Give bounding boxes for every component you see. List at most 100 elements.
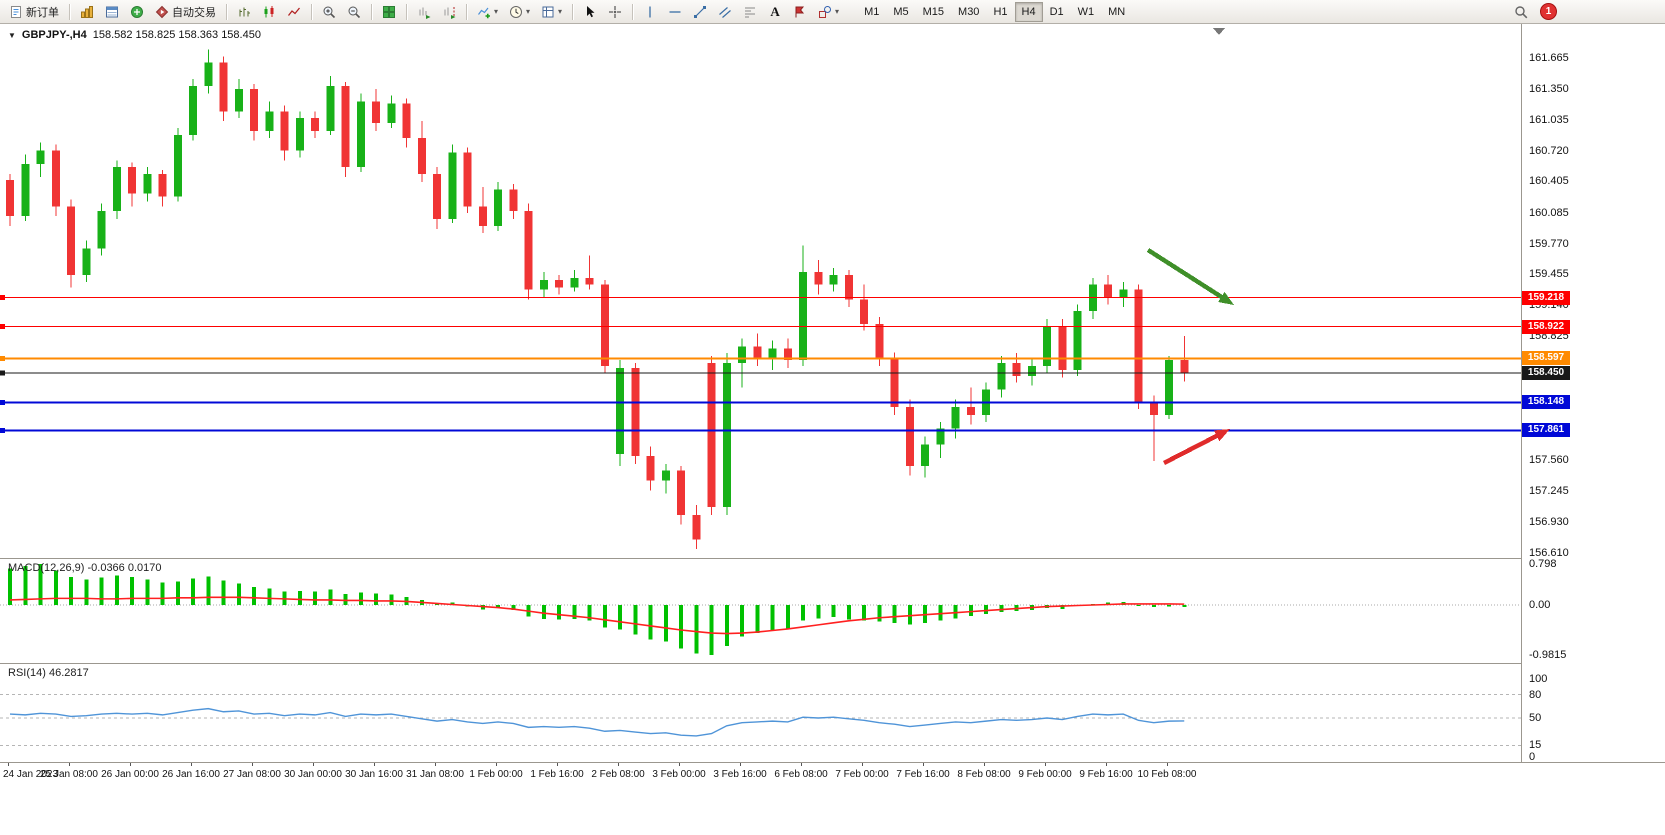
rsi-scale-label: 15	[1529, 739, 1542, 752]
indicators-button[interactable]: ▾	[472, 2, 503, 22]
candle-body	[494, 189, 502, 226]
fibonacci-button[interactable]	[738, 2, 762, 22]
indicators-icon	[478, 7, 490, 18]
time-tick	[130, 763, 131, 766]
macd-histogram-bar	[785, 605, 790, 629]
symbols-button[interactable]	[75, 2, 99, 22]
macd-histogram-bar	[145, 579, 150, 605]
candle-body	[463, 152, 472, 207]
candle-body	[966, 407, 975, 415]
window-menu-icon[interactable]: ▼	[8, 30, 16, 40]
crosshair-button[interactable]	[603, 2, 627, 22]
macd-histogram-bar	[297, 591, 302, 605]
time-tick	[1167, 763, 1168, 766]
time-tick	[862, 763, 863, 766]
text-button[interactable]: A	[763, 2, 787, 22]
periods-button[interactable]: ▾	[504, 2, 535, 22]
line-chart-button[interactable]	[282, 2, 306, 22]
candle-body	[707, 363, 716, 507]
timeframe-button-m5[interactable]: M5	[886, 2, 915, 22]
candle-body	[402, 103, 411, 138]
timeframe-button-h1[interactable]: H1	[986, 2, 1014, 22]
macd-histogram-bar	[907, 605, 912, 625]
label-icon	[795, 6, 805, 17]
channel-button[interactable]	[713, 2, 737, 22]
macd-histogram-bar	[53, 570, 58, 605]
toolbar-right-group: 1	[1509, 2, 1557, 22]
vertical-line-button[interactable]	[638, 2, 662, 22]
timeframe-button-h4[interactable]: H4	[1014, 1, 1043, 22]
candle-body	[875, 323, 884, 359]
horizontal-line-button[interactable]	[663, 2, 687, 22]
search-icon	[1515, 5, 1528, 18]
zoom-in-button[interactable]	[317, 2, 341, 22]
price-chart-canvas[interactable]	[0, 24, 1521, 558]
macd-histogram-bar	[877, 605, 882, 622]
search-button[interactable]	[1509, 2, 1533, 22]
macd-histogram-bar	[968, 605, 973, 617]
line-left-marker	[0, 399, 5, 405]
candle-body	[555, 279, 563, 288]
candle-body	[738, 346, 746, 364]
candle-body	[204, 62, 213, 86]
market-watch-icon	[106, 6, 118, 17]
notification-badge[interactable]: 1	[1540, 3, 1557, 20]
time-tick	[374, 763, 375, 766]
price-scale-label: 161.035	[1529, 113, 1569, 126]
panel-separator[interactable]	[0, 663, 1665, 664]
macd-panel-canvas[interactable]	[0, 559, 1521, 663]
price-axis[interactable]: 161.665 161.350 161.035 160.720 160.405 160.0…	[1522, 24, 1665, 763]
templates-button[interactable]: ▾	[536, 2, 567, 22]
candle-body	[433, 174, 441, 220]
chart-shift-button[interactable]	[437, 2, 461, 22]
chart-shift-marker[interactable]	[1213, 28, 1225, 35]
green-arrow[interactable]	[1146, 248, 1223, 299]
candle-body	[1119, 289, 1128, 298]
candle-body	[311, 118, 319, 131]
candle-body	[143, 174, 152, 194]
time-axis[interactable]: 24 Jan 2023 25 Jan 08:00 26 Jan 00:00 26 Ja…	[0, 763, 1521, 787]
shapes-button[interactable]: ▾	[813, 2, 844, 22]
main-toolbar: 新订单 自动交易	[0, 0, 1665, 24]
candle-body	[585, 277, 594, 285]
line-chart-icon	[287, 7, 301, 16]
timeframe-button-mn[interactable]: MN	[1101, 2, 1132, 22]
timeframe-button-m15[interactable]: M15	[916, 2, 951, 22]
time-axis-label: 24 Jan 2023	[3, 769, 59, 780]
trendline-button[interactable]	[688, 2, 712, 22]
timeframe-button-m1[interactable]: M1	[857, 2, 886, 22]
macd-values: -0.0366 0.0170	[87, 562, 162, 574]
tile-windows-button[interactable]	[377, 2, 401, 22]
navigator-button[interactable]	[125, 2, 149, 22]
candlestick-button[interactable]	[257, 2, 281, 22]
auto-trading-label: 自动交易	[172, 6, 216, 19]
panel-separator[interactable]	[0, 762, 1665, 763]
toolbar-separator	[311, 3, 312, 20]
cursor-button[interactable]	[578, 2, 602, 22]
candle-body	[646, 456, 655, 481]
macd-histogram-bar	[755, 605, 760, 634]
new-order-button[interactable]: 新订单	[4, 2, 64, 22]
market-watch-button[interactable]	[100, 2, 124, 22]
price-scale-label: 160.720	[1529, 144, 1569, 157]
zoom-out-button[interactable]	[342, 2, 366, 22]
new-order-icon	[11, 5, 21, 18]
timeframe-button-m30[interactable]: M30	[951, 2, 986, 22]
macd-histogram-bar	[846, 605, 851, 620]
bar-chart-button[interactable]	[232, 2, 256, 22]
auto-trading-icon	[155, 5, 169, 18]
label-button[interactable]	[788, 2, 812, 22]
macd-histogram-bar	[770, 605, 775, 631]
auto-scroll-icon	[419, 7, 431, 19]
timeframe-button-w1[interactable]: W1	[1071, 2, 1102, 22]
time-axis-label: 1 Feb 00:00	[469, 769, 523, 780]
red-arrow[interactable]	[1162, 433, 1218, 466]
rsi-panel-canvas[interactable]	[0, 664, 1521, 762]
panel-separator[interactable]	[0, 558, 1665, 559]
macd-histogram-bar	[84, 579, 89, 605]
auto-scroll-button[interactable]	[412, 2, 436, 22]
auto-trading-button[interactable]: 自动交易	[150, 2, 221, 22]
timeframe-button-d1[interactable]: D1	[1043, 2, 1071, 22]
price-scale-label: 160.085	[1529, 206, 1569, 219]
candle-body	[478, 206, 487, 226]
